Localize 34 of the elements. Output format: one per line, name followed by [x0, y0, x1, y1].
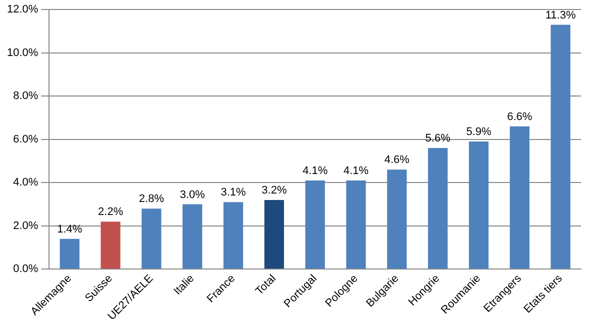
- y-tick-label: 2.0%: [13, 220, 38, 232]
- bar: [387, 170, 407, 269]
- y-tick-label: 12.0%: [6, 4, 38, 16]
- data-label: 2.8%: [138, 193, 164, 206]
- data-label: 4.1%: [343, 165, 369, 178]
- bar: [60, 238, 80, 269]
- x-tick-label: Italie: [172, 272, 197, 298]
- y-tick-label: 10.0%: [6, 46, 38, 59]
- data-label: 5.9%: [466, 126, 492, 138]
- y-tick-label: 0.0%: [13, 263, 38, 276]
- data-label: 11.3%: [545, 9, 576, 22]
- bar: [305, 180, 325, 269]
- data-label: 2.2%: [98, 206, 124, 218]
- bar: [264, 200, 284, 269]
- bar: [550, 24, 570, 269]
- bar: [100, 222, 120, 269]
- bar: [182, 204, 202, 269]
- bar: [510, 126, 530, 269]
- bar: [142, 208, 162, 269]
- data-label: 1.4%: [57, 223, 82, 236]
- y-tick-label: 6.0%: [13, 133, 38, 146]
- bar: [223, 202, 244, 269]
- bar: [468, 142, 489, 269]
- data-label: 4.6%: [384, 154, 410, 166]
- data-label: 3.0%: [180, 188, 206, 201]
- bar: [346, 180, 366, 269]
- data-label: 3.1%: [220, 186, 246, 199]
- data-label: 6.6%: [507, 110, 532, 123]
- y-tick-label: 8.0%: [13, 90, 38, 102]
- data-label: 5.6%: [425, 132, 451, 145]
- data-label: 4.1%: [302, 165, 328, 178]
- y-tick-label: 4.0%: [13, 176, 38, 189]
- data-label: 3.2%: [262, 184, 287, 196]
- bar: [428, 148, 448, 269]
